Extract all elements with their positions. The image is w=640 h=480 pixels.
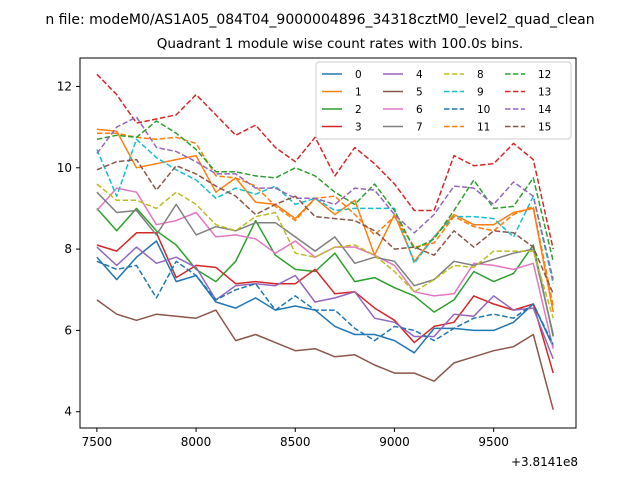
legend-label-8: 8 — [477, 69, 484, 81]
x-offset-label: +3.8141e8 — [511, 455, 578, 469]
legend-label-7: 7 — [416, 122, 423, 134]
x-tick-label-1: 8000 — [181, 435, 212, 449]
y-tick-label-4: 12 — [57, 79, 72, 93]
series-line-2 — [96, 207, 554, 337]
legend-label-10: 10 — [477, 104, 490, 116]
series-line-7 — [96, 191, 554, 335]
y-tick-label-2: 8 — [64, 242, 72, 256]
series-line-10 — [96, 260, 554, 345]
series-line-1 — [96, 128, 554, 313]
series-line-5 — [96, 299, 554, 410]
legend-label-6: 6 — [416, 104, 423, 116]
series-line-3 — [96, 232, 554, 374]
legend-label-9: 9 — [477, 87, 484, 99]
series-line-8 — [96, 183, 554, 319]
legend-label-13: 13 — [538, 87, 551, 99]
series-line-12 — [96, 120, 554, 262]
series-line-4 — [96, 246, 554, 360]
legend-label-3: 3 — [355, 122, 362, 134]
series-layer — [96, 73, 554, 410]
legend-label-1: 1 — [355, 87, 362, 99]
figure-suptitle: n file: modeM0/AS1A05_084T04_9000004896_… — [45, 12, 594, 28]
x-tick-label-2: 8500 — [280, 435, 311, 449]
legend-label-14: 14 — [538, 104, 552, 116]
chart-title: Quadrant 1 module wise count rates with … — [157, 36, 523, 52]
legend-box — [315, 61, 572, 140]
legend-label-0: 0 — [355, 69, 362, 81]
series-line-15 — [96, 158, 554, 295]
series-line-13 — [96, 73, 554, 250]
series-line-11 — [96, 132, 554, 307]
legend-label-2: 2 — [355, 104, 362, 116]
y-tick-label-1: 6 — [64, 323, 72, 337]
legend-label-15: 15 — [538, 122, 551, 134]
plot-frame — [79, 57, 577, 429]
x-tick-label-3: 9000 — [379, 435, 410, 449]
x-tick-label-0: 7500 — [82, 435, 113, 449]
legend-label-4: 4 — [416, 69, 423, 81]
series-line-9 — [96, 138, 554, 284]
legend-label-5: 5 — [416, 87, 423, 99]
y-tick-label-0: 4 — [64, 405, 72, 419]
legend-label-11: 11 — [477, 122, 490, 134]
x-tick-label-4: 9500 — [478, 435, 509, 449]
series-line-14 — [96, 116, 554, 280]
y-tick-label-3: 10 — [57, 161, 72, 175]
series-line-0 — [96, 240, 554, 354]
legend-label-12: 12 — [538, 69, 551, 81]
